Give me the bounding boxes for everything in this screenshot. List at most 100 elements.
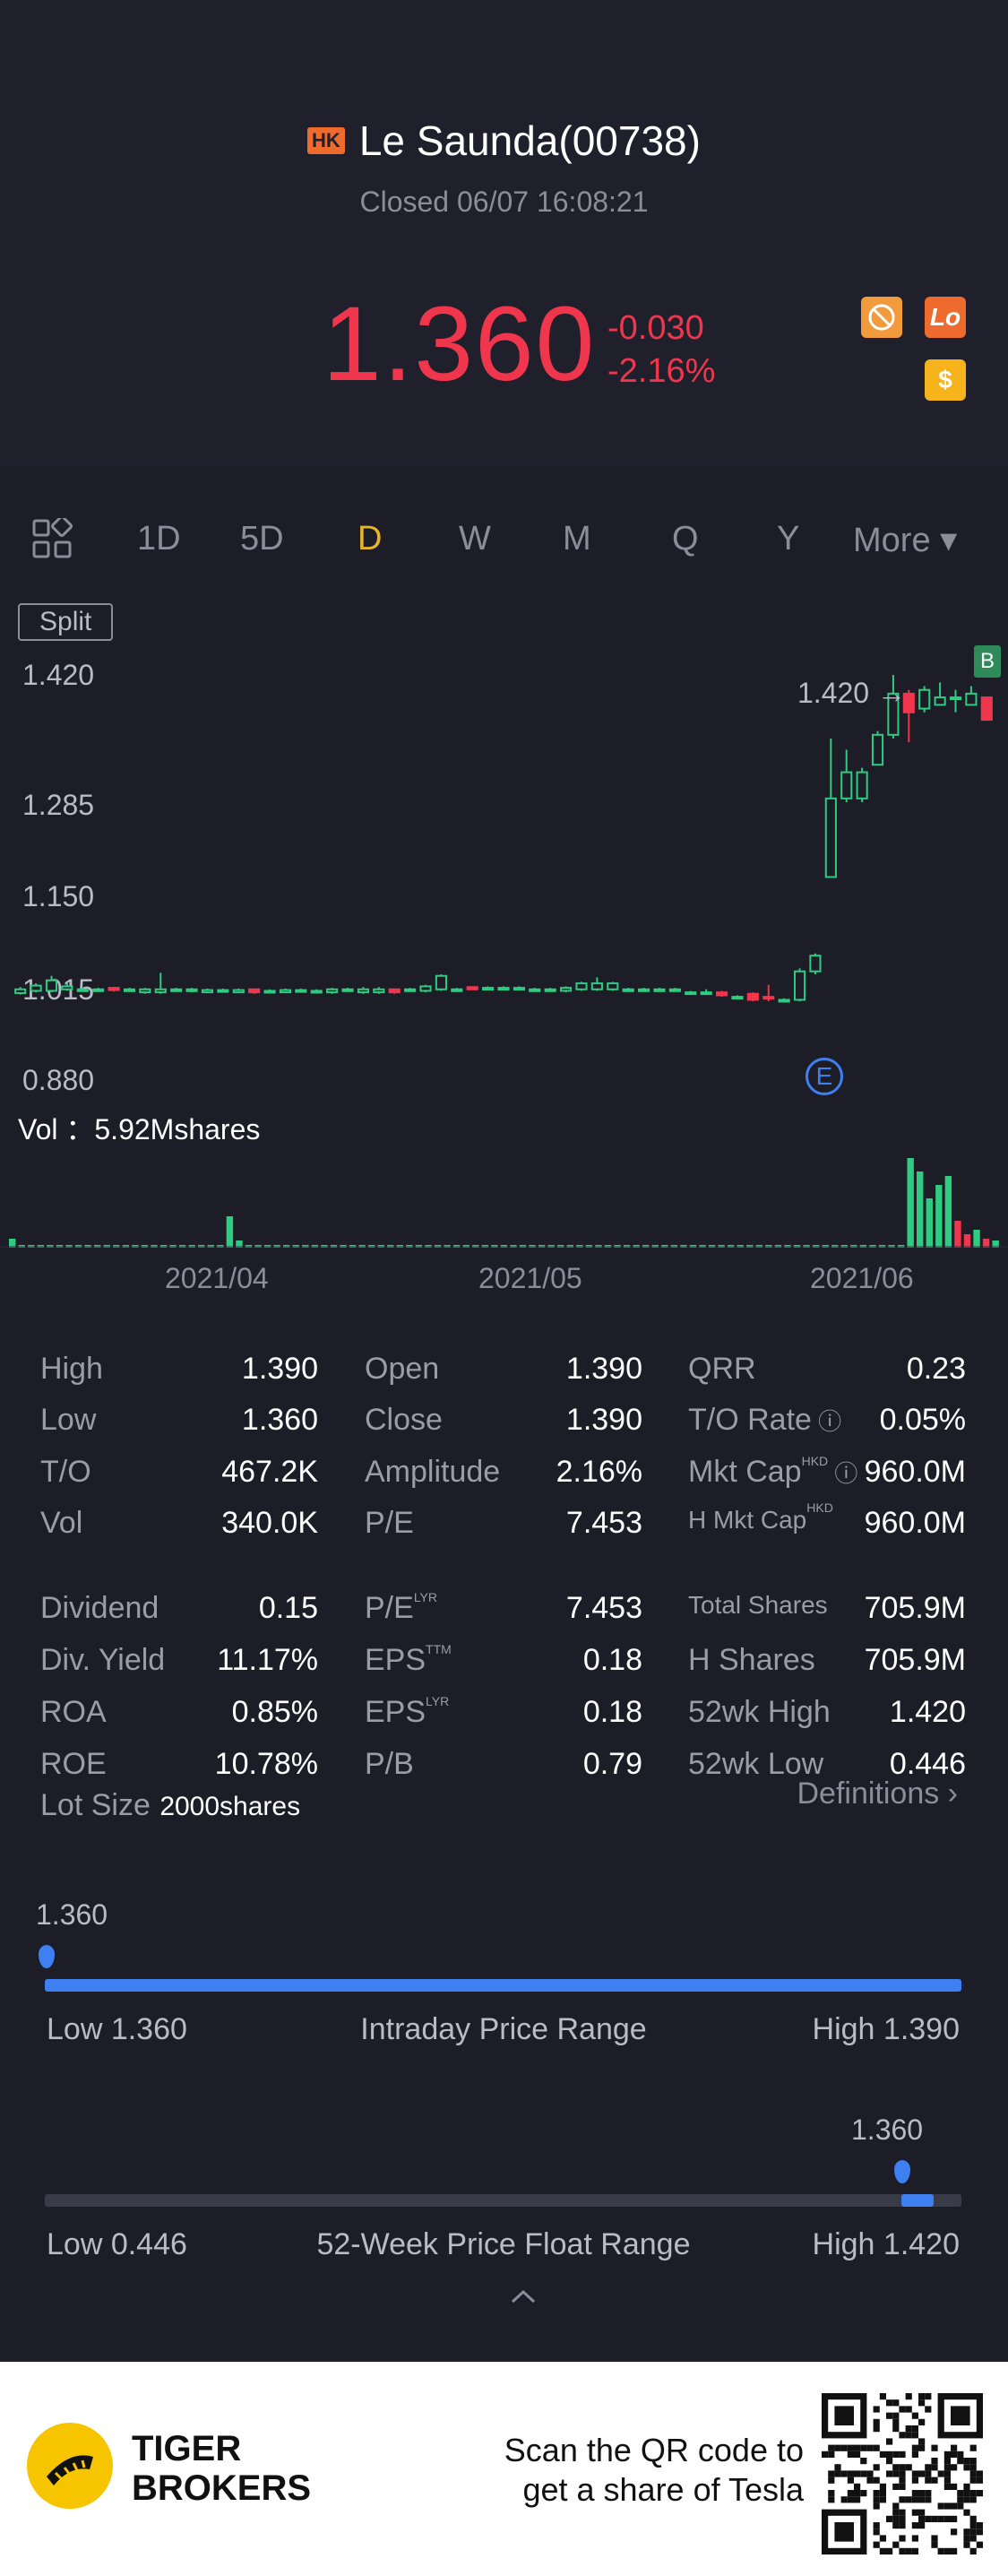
candle-body [248,988,261,994]
candle-body [185,988,198,992]
candle-body [123,988,136,992]
candle-body [529,988,541,992]
candle-body [279,989,292,994]
stat-label: ROA [40,1695,107,1729]
week52-fill [901,2194,934,2207]
volume-bar [973,1230,980,1248]
stat-value: 340.0K [221,1506,318,1540]
grid-layout-icon[interactable] [31,515,73,559]
candle-body [435,974,447,990]
event-badge[interactable]: E [806,1058,843,1095]
volume-bar [935,1185,943,1248]
stat-superscript: LYR [426,1694,450,1708]
stat-value: 0.18 [582,1643,642,1677]
info-icon[interactable]: ⓘ [828,1460,858,1487]
stat-value: 1.420 [889,1695,966,1729]
stat-value: 7.453 [565,1506,642,1540]
stat-superscript: HKD [806,1500,833,1515]
stat-value: 1.360 [241,1403,318,1437]
tab-w[interactable]: W [459,520,491,558]
candle-body [840,771,853,800]
volume-bar [982,1239,990,1248]
qr-code-icon[interactable] [822,2393,983,2554]
candle-body [139,988,151,994]
candle-body [201,989,214,994]
stat-superscript: TTM [426,1642,452,1656]
info-icon[interactable]: ⓘ [811,1408,842,1435]
tab-d[interactable]: D [358,520,383,558]
stat-value: 960.0M [864,1455,966,1489]
dollar-icon[interactable]: $ [925,359,966,401]
stat-value: 0.79 [582,1747,642,1781]
stat-value: 0.23 [906,1352,966,1386]
volume-bar [226,1216,234,1248]
stat-value: 1.390 [241,1352,318,1386]
candle-body [14,988,27,994]
high-marker-label: 1.420 [797,677,870,709]
stat-value: 1.390 [565,1403,642,1437]
intraday-low: Low 1.360 [47,2012,187,2046]
stat-label: 52wk High [688,1695,831,1729]
collapse-chevron-icon[interactable] [509,2287,538,2310]
lo-icon[interactable]: Lo [925,297,966,338]
stat-label: Amplitude [365,1455,501,1489]
stat-label: P/ELYR [365,1590,438,1625]
stat-value: 0.85% [231,1695,318,1729]
candle-body [373,988,385,994]
stat-label: High [40,1352,103,1386]
high-marker: 1.420 → [797,677,906,709]
definitions-link[interactable]: Definitions › [797,1776,958,1811]
candle-body [45,979,58,992]
stat-value: 0.05% [879,1403,966,1437]
candle-body [856,771,868,800]
stat-label: QRR [688,1352,756,1386]
candle-body [388,988,401,994]
buy-marker[interactable]: B [974,645,1001,678]
stat-superscript: HKD [801,1454,829,1468]
candle-body [918,688,931,710]
candle-body [668,988,681,992]
candle-body [607,982,619,990]
candle-body [92,988,105,992]
lot-size: Lot Size 2000shares [40,1788,300,1823]
intraday-track [45,1979,961,1992]
market-status: Closed 06/07 16:08:21 [359,186,649,218]
candle-body [310,990,323,994]
candle-body [30,984,42,992]
tab-m[interactable]: M [563,520,591,558]
volume-bar [992,1240,999,1248]
tab-y[interactable]: Y [777,520,800,558]
stat-label: ROE [40,1747,107,1781]
candle-body [232,989,245,994]
stat-label: Mkt CapHKD ⓘ [688,1454,858,1489]
stat-label: 52wk Low [688,1747,824,1781]
y-axis-label: 1.420 [22,659,95,691]
stat-label: P/E [365,1506,414,1540]
x-axis-date: 2021/05 [478,1262,582,1294]
volume-label: Vol ：5.92Mshares [18,1113,261,1145]
tab-more[interactable]: More ▾ [853,522,958,559]
tab-1d[interactable]: 1D [137,520,181,558]
tab-q[interactable]: Q [672,520,699,558]
tab-5d[interactable]: 5D [240,520,284,558]
brand-line1: TIGER [132,2429,242,2468]
candle-body [61,985,73,990]
candle-body [731,996,744,1000]
x-axis-date: 2021/06 [810,1262,914,1294]
week52-current: 1.360 [851,2114,924,2146]
lot-size-value: 2000shares [159,1792,301,1821]
stat-label: Close [365,1403,443,1437]
split-button[interactable]: Split [18,603,114,641]
y-axis-label: 0.880 [22,1064,95,1096]
no-short-icon[interactable] [861,297,902,338]
intraday-current: 1.360 [36,1898,108,1931]
x-axis-date: 2021/04 [165,1262,269,1294]
stat-value: 7.453 [565,1591,642,1625]
candle-body [980,696,993,722]
stat-label: H Mkt CapHKD [688,1500,833,1534]
stat-label: Div. Yield [40,1643,166,1677]
candle-body [809,955,822,972]
candlestick-chart[interactable] [0,596,1008,1295]
candle-body [466,986,478,990]
scan-line1: Scan the QR code to [504,2432,804,2468]
